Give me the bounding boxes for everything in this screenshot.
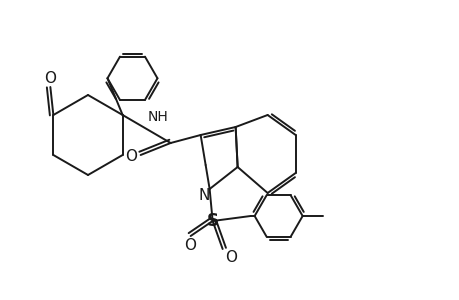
Text: O: O: [124, 148, 136, 164]
Text: O: O: [183, 238, 195, 253]
Text: N: N: [199, 188, 210, 202]
Text: NH: NH: [147, 110, 168, 124]
Text: S: S: [206, 212, 218, 230]
Text: O: O: [44, 70, 56, 86]
Text: O: O: [224, 250, 236, 265]
